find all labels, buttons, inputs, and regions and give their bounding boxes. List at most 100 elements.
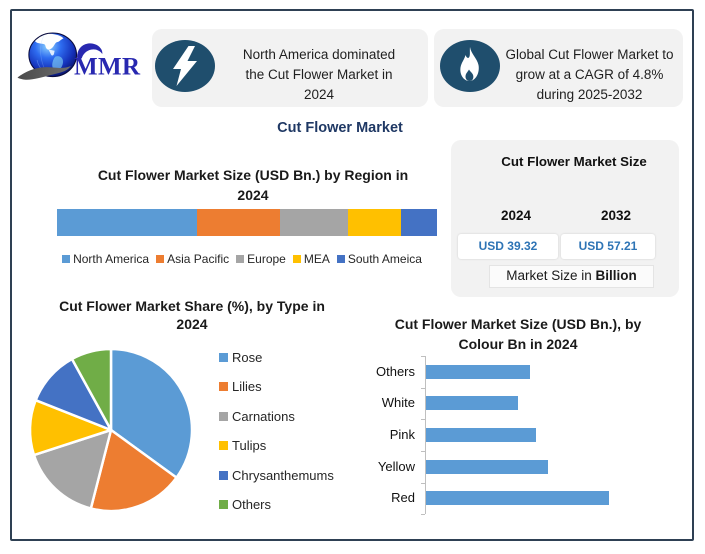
- page-title: Cut Flower Market: [277, 120, 403, 136]
- axis-tick: [421, 387, 425, 389]
- region-chart-title-line: Cut Flower Market Size (USD Bn.) by Regi…: [97, 167, 409, 183]
- colour-bar-label: White: [381, 395, 415, 411]
- colour-chart-axis: [425, 356, 426, 514]
- panel-note-bold: Billion: [595, 268, 637, 283]
- axis-tick: [421, 482, 425, 484]
- page-border: [10, 9, 694, 541]
- axis-tick: [421, 450, 425, 452]
- legend-label: Rose: [232, 349, 263, 365]
- market-size-panel: Cut Flower Market Size 2024 2032 USD 39.…: [451, 140, 679, 297]
- colour-bar-red: [426, 491, 610, 506]
- legend-swatch: [336, 255, 345, 263]
- callout-line: North America dominated: [242, 47, 396, 62]
- logo-swoosh: [17, 65, 71, 80]
- region-legend-item: South Ameica: [336, 252, 422, 266]
- panel-value-2024: USD 39.32: [458, 234, 558, 259]
- pie-chart-title-line: Cut Flower Market Share (%), by Type in: [59, 298, 325, 314]
- legend-swatch: [219, 411, 228, 421]
- legend-label: Tulips: [232, 438, 267, 453]
- colour-bar-pink: [426, 428, 537, 443]
- logo-text: MMR: [74, 54, 141, 81]
- colour-bar-yellow: [426, 459, 549, 474]
- legend-label: North America: [73, 252, 150, 266]
- pie-chart-title-line: 2024: [176, 316, 208, 332]
- colour-chart-title-line: Colour Bn in 2024: [458, 336, 578, 352]
- legend-label: MEA: [303, 252, 330, 266]
- panel-year-2024: 2024: [500, 208, 532, 223]
- callout-line: Global Cut Flower Market to: [505, 47, 674, 62]
- callout-north-america: North America dominated the Cut Flower M…: [152, 29, 428, 107]
- region-chart-title: Cut Flower Market Size (USD Bn.) by Regi…: [93, 165, 413, 205]
- callout-text: Global Cut Flower Market to grow at a CA…: [500, 45, 679, 105]
- axis-tick: [421, 514, 425, 516]
- colour-bar-label: Pink: [389, 427, 415, 443]
- region-legend-item: Europe: [236, 252, 286, 266]
- region-bar-segment-south-ameica: [401, 209, 437, 236]
- legend-label: Europe: [247, 252, 286, 266]
- legend-label: South Ameica: [347, 252, 422, 266]
- colour-chart-title: Cut Flower Market Size (USD Bn.), by Col…: [368, 314, 668, 354]
- pie-slice-rose: [109, 347, 194, 479]
- axis-tick: [421, 419, 425, 421]
- globe-icon: [28, 32, 78, 78]
- region-stacked-bar: [57, 209, 437, 236]
- colour-chart-title-line: Cut Flower Market Size (USD Bn.), by: [394, 316, 642, 332]
- pie-slice-lilies: [89, 428, 178, 513]
- panel-title: Cut Flower Market Size: [501, 154, 647, 169]
- panel-value-2032: USD 57.21: [561, 234, 655, 259]
- callout-text: North America dominated the Cut Flower M…: [216, 45, 422, 105]
- legend-swatch: [219, 470, 228, 480]
- legend-label: Lilies: [232, 379, 262, 394]
- lightning-icon: [155, 40, 215, 92]
- colour-bar-label: Others: [375, 363, 415, 379]
- pie-legend-item: Carnations: [219, 408, 295, 424]
- panel-note-prefix: Market Size in: [506, 268, 596, 283]
- panel-note: Market Size in Billion: [489, 265, 654, 288]
- colour-bar-chart: Others White Pink Yellow Red: [340, 350, 680, 525]
- region-bar-segment-north-america: [57, 209, 197, 236]
- pie-legend-item: Rose: [219, 349, 263, 365]
- axis-tick: [421, 356, 425, 357]
- region-legend-item: Asia Pacific: [156, 252, 229, 266]
- region-chart-title-line: 2024: [237, 187, 269, 203]
- callout-cagr: Global Cut Flower Market to grow at a CA…: [434, 29, 683, 107]
- region-legend-item: MEA: [292, 252, 330, 266]
- legend-swatch: [292, 255, 301, 263]
- callout-line: grow at a CAGR of 4.8%: [515, 67, 664, 82]
- panel-year-2032: 2032: [600, 208, 632, 223]
- legend-swatch: [219, 441, 228, 450]
- legend-label: Carnations: [232, 408, 295, 424]
- legend-swatch: [219, 500, 228, 509]
- region-bar-segment-europe: [279, 209, 349, 236]
- callout-line: 2024: [303, 87, 335, 102]
- colour-bar-white: [426, 396, 519, 411]
- pie-legend: Rose Lilies Carnations Tulips Chrysanthemums…: [219, 350, 359, 520]
- legend-swatch: [156, 255, 165, 263]
- region-legend: North America Asia Pacific Europe MEA South …: [40, 251, 444, 267]
- pie-slice-others: [70, 347, 113, 432]
- flame-icon: [440, 40, 500, 92]
- region-bar-segment-mea: [348, 209, 402, 236]
- legend-label: Asia Pacific: [167, 252, 230, 266]
- legend-label: Others: [232, 497, 272, 512]
- callout-line: the Cut Flower Market in: [245, 67, 393, 82]
- region-bar-segment-asia-pacific: [196, 209, 280, 236]
- logo-accent: [77, 43, 103, 59]
- pie-chart: [28, 347, 194, 513]
- legend-swatch: [219, 352, 228, 362]
- pie-legend-item: Lilies: [219, 379, 262, 394]
- legend-swatch: [219, 382, 228, 391]
- legend-label: Chrysanthemums: [232, 467, 334, 483]
- legend-swatch: [62, 255, 71, 263]
- mmr-logo: MMR: [17, 32, 141, 81]
- colour-bar-others: [426, 364, 531, 379]
- colour-bar-label: Red: [391, 490, 415, 506]
- callout-line: during 2025-2032: [536, 87, 643, 102]
- colour-bar-label: Yellow: [377, 458, 415, 474]
- pie-chart-title: Cut Flower Market Share (%), by Type in …: [32, 297, 352, 333]
- pie-legend-item: Others: [219, 497, 272, 512]
- pie-legend-item: Tulips: [219, 438, 267, 453]
- legend-swatch: [236, 255, 245, 263]
- pie-legend-item: Chrysanthemums: [219, 467, 334, 483]
